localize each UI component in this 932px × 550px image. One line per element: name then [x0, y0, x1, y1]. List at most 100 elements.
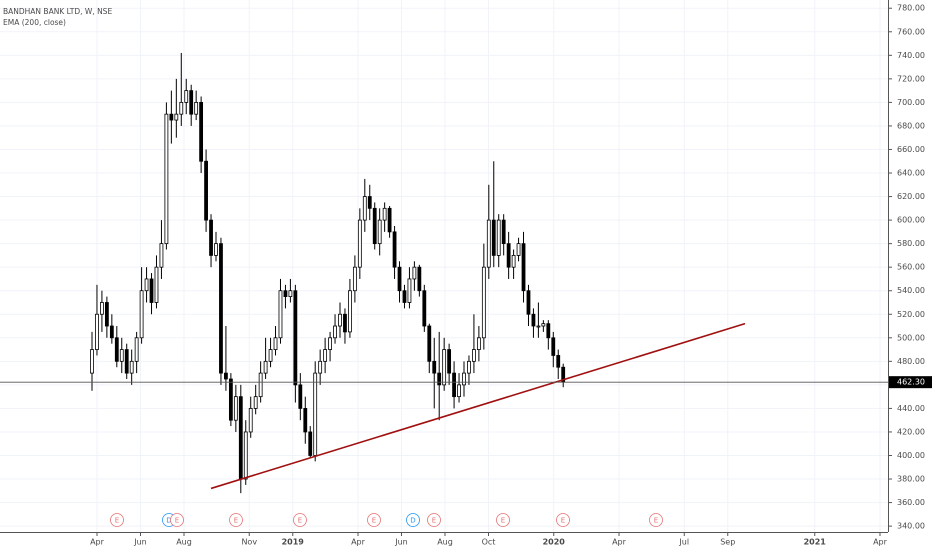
candle-body [164, 113, 169, 245]
candle-body [179, 101, 184, 115]
candle-body [333, 325, 337, 339]
x-tick-label: 2020 [543, 538, 566, 547]
candle-body [447, 349, 452, 374]
y-tick-label: 660.00 [897, 145, 925, 154]
x-tick-label: Jun [394, 538, 408, 547]
event-label: D [166, 517, 171, 525]
event-label: E [372, 517, 376, 525]
candle-body [546, 323, 551, 339]
y-tick-label: 540.00 [897, 286, 925, 295]
y-tick-label: 700.00 [897, 98, 925, 107]
candle-body [372, 207, 377, 245]
candle-body [278, 290, 283, 339]
candle-body [467, 360, 471, 374]
candle-body [481, 266, 486, 339]
candle-body [551, 337, 556, 356]
candle-body [422, 290, 427, 327]
event-marker: E [649, 513, 663, 527]
candle-body [154, 266, 159, 303]
y-tick-label: 620.00 [897, 192, 925, 201]
event-label: E [115, 517, 119, 525]
x-tick-label: Apr [612, 538, 627, 547]
candle-body [233, 396, 238, 421]
y-tick-label: 600.00 [897, 216, 925, 225]
chart-title: BANDHAN BANK LTD, W, NSE [3, 7, 112, 16]
candle-body [273, 337, 278, 350]
event-circle [496, 513, 510, 527]
candle-body [556, 355, 561, 368]
candle-body [472, 349, 476, 362]
event-label: E [432, 517, 436, 525]
x-tick-label: Aug [437, 538, 453, 547]
y-tick-label: 440.00 [897, 404, 925, 413]
candle-body [352, 266, 357, 292]
y-tick-label: 680.00 [897, 121, 925, 130]
event-marker: E [293, 513, 307, 527]
event-circle [649, 513, 663, 527]
candle-body [318, 360, 323, 374]
grid [0, 0, 888, 532]
event-label: E [561, 517, 565, 525]
candle-body [308, 431, 313, 456]
y-tick-label: 640.00 [897, 169, 925, 178]
candle-body [100, 302, 104, 315]
event-label: E [654, 517, 658, 525]
x-tick-label: Apr [90, 538, 105, 547]
indicator-label: EMA (200, close) [3, 18, 66, 27]
event-circle [406, 513, 420, 527]
candle-body [288, 290, 293, 298]
candle-body [506, 243, 511, 268]
candle-body [362, 196, 367, 221]
candle-body [491, 219, 496, 256]
candle-body [243, 431, 248, 480]
event-marker: E [110, 513, 124, 527]
y-tick-label: 380.00 [897, 475, 925, 484]
candle-body [189, 90, 194, 115]
event-label: E [501, 517, 505, 525]
event-circle [110, 513, 124, 527]
candle-body [209, 219, 213, 256]
plot [0, 52, 888, 494]
candle-body [511, 255, 516, 268]
candle-body [516, 243, 521, 256]
candle-body [348, 290, 352, 333]
candle-body [432, 360, 437, 374]
candle-body [526, 290, 531, 315]
candle-body [144, 278, 149, 292]
candle-body [457, 384, 461, 398]
event-marker: E [367, 513, 381, 527]
event-marker: E [556, 513, 570, 527]
candle-body [248, 408, 253, 433]
event-marker: E [229, 513, 243, 527]
event-label: E [298, 517, 302, 525]
y-tick-label: 520.00 [897, 310, 925, 319]
event-label: E [175, 517, 179, 525]
candle-body [298, 384, 303, 409]
candle-body [501, 219, 506, 245]
candle-body [357, 219, 362, 268]
candle-body [134, 337, 139, 362]
candle-body [541, 323, 546, 327]
candle-body [224, 372, 228, 380]
candle-body [139, 290, 144, 339]
candle-body [119, 349, 124, 362]
y-tick-label: 480.00 [897, 357, 925, 366]
event-marker: E [170, 513, 184, 527]
x-tick-label: Apr [873, 538, 888, 547]
candle-body [382, 207, 387, 221]
candle-body [496, 219, 501, 256]
x-tick-label: Nov [241, 538, 257, 547]
last-price-tag [889, 376, 932, 389]
x-tick-label: Jul [678, 538, 689, 547]
event-marker: D [406, 513, 420, 527]
candle-body [194, 101, 199, 115]
candle-body [531, 313, 536, 327]
x-tick-label: Sep [720, 538, 735, 547]
x-tick-label: 2021 [804, 538, 827, 547]
y-tick-label: 500.00 [897, 333, 925, 342]
y-tick-label: 360.00 [897, 498, 925, 507]
candle-body [521, 243, 526, 292]
